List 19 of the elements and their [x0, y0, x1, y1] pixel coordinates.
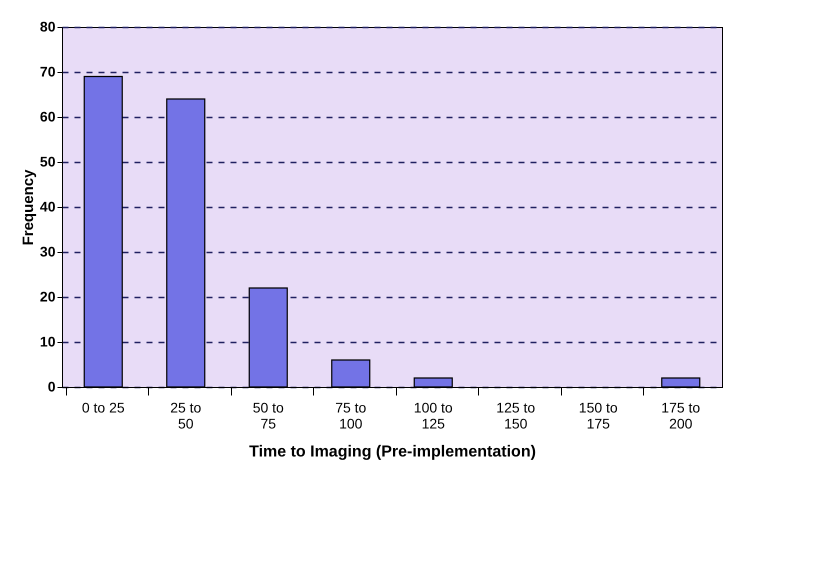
y-tick-label: 0 [48, 378, 56, 394]
x-tick-label: 125 to 150 [496, 400, 536, 432]
y-tick-label: 70 [40, 64, 56, 80]
y-tick-label: 50 [40, 154, 56, 170]
x-tick-label: 150 to 175 [578, 400, 618, 432]
x-tick-label: 0 to 25 [82, 400, 125, 416]
x-tick-label: 75 to 100 [335, 400, 367, 432]
x-tick-label: 100 to 125 [414, 400, 453, 432]
y-tick-label: 40 [40, 198, 56, 214]
x-tick-label: 175 to 200 [661, 400, 700, 432]
y-axis-title: Frequency [20, 168, 37, 246]
x-tick-label: 25 to 50 [170, 400, 202, 432]
y-tick-label: 80 [40, 18, 56, 34]
y-tick-label: 20 [40, 288, 56, 304]
y-tick-label: 60 [40, 108, 56, 124]
y-tick-label: 30 [40, 244, 56, 260]
x-axis-title: Time to Imaging (Pre-implementation) [249, 444, 536, 460]
y-tick-label: 10 [40, 334, 56, 350]
x-tick-label: 50 to 75 [252, 400, 284, 432]
